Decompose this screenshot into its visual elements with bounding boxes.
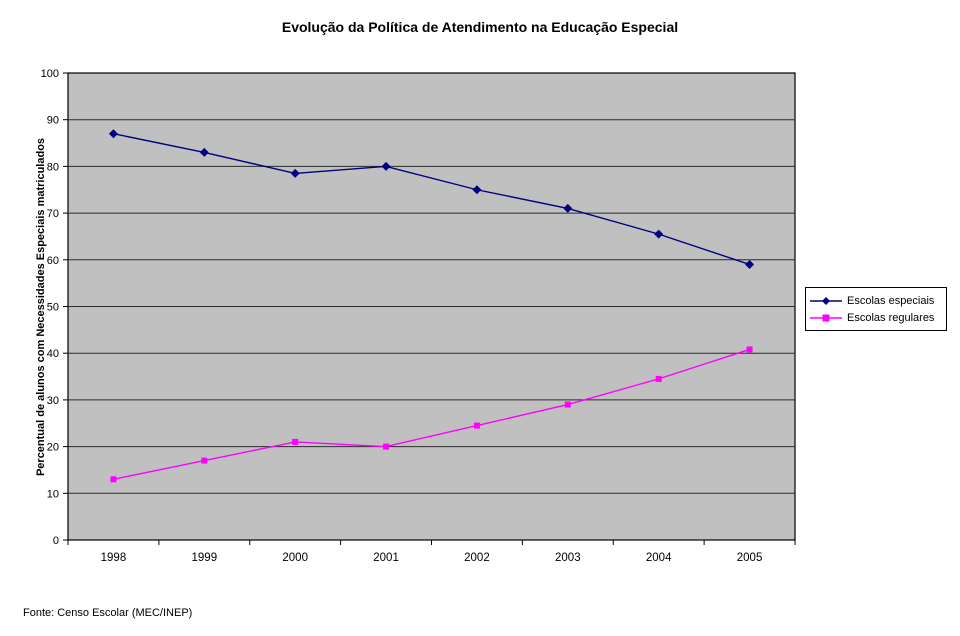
y-tick-label: 40 [47,348,59,360]
data-point-marker [110,476,117,483]
y-tick-label: 10 [47,488,59,500]
data-point-marker [655,375,662,382]
data-point-marker [108,129,118,139]
legend: Escolas especiais Escolas regulares [805,287,947,331]
x-tick-label: 2000 [282,552,308,564]
data-point-marker [563,203,573,213]
data-point-marker [473,422,480,429]
legend-sample-marker [822,314,830,321]
data-point-marker [201,457,208,464]
x-tick-label: 1999 [192,552,218,564]
series-line-escolas-especiais [113,133,750,266]
legend-label-escolas-regulares: Escolas regulares [847,311,935,324]
y-tick-label: 80 [47,161,59,173]
y-tick-label: 30 [47,395,59,407]
data-point-marker [745,259,755,269]
y-tick-label: 90 [47,115,59,127]
data-point-marker [290,168,300,178]
data-point-marker [381,161,391,171]
x-tick-label: 1998 [101,552,127,564]
data-point-marker [654,229,664,239]
y-tick-label: 0 [53,535,59,547]
legend-marker-escolas-especiais [810,296,842,305]
y-tick-label: 100 [41,68,59,80]
x-tick-label: 2004 [646,552,672,564]
data-point-marker [292,438,299,445]
y-tick-label: 20 [47,442,59,454]
x-tick-label: 2002 [464,552,490,564]
x-tick-label: 2001 [373,552,399,564]
data-point-marker [199,147,209,157]
legend-label-escolas-especiais: Escolas especiais [847,294,935,307]
chart-title: Evolução da Política de Atendimento na E… [281,19,679,35]
y-tick-label: 70 [47,208,59,220]
series-line-escolas-regulares [113,348,750,480]
legend-item-escolas-especiais: Escolas especiais [809,292,942,309]
legend-item-escolas-regulares: Escolas regulares [809,309,942,326]
data-point-marker [564,401,571,408]
legend-marker-escolas-regulares [810,314,842,321]
y-tick-label: 60 [47,255,59,267]
x-tick-label: 2003 [555,552,581,564]
source-note: Fonte: Censo Escolar (MEC/INEP) [23,607,193,619]
plot-area: 0 10 20 30 40 50 60 70 80 90 100 1998 1999 2000 2001 20… [41,68,796,564]
x-tick-label: 2005 [737,552,763,564]
legend-sample-marker [822,296,830,305]
y-tick-label: 50 [47,302,59,314]
data-point-marker [746,346,753,353]
data-point-marker [383,443,390,450]
data-point-marker [472,185,482,195]
